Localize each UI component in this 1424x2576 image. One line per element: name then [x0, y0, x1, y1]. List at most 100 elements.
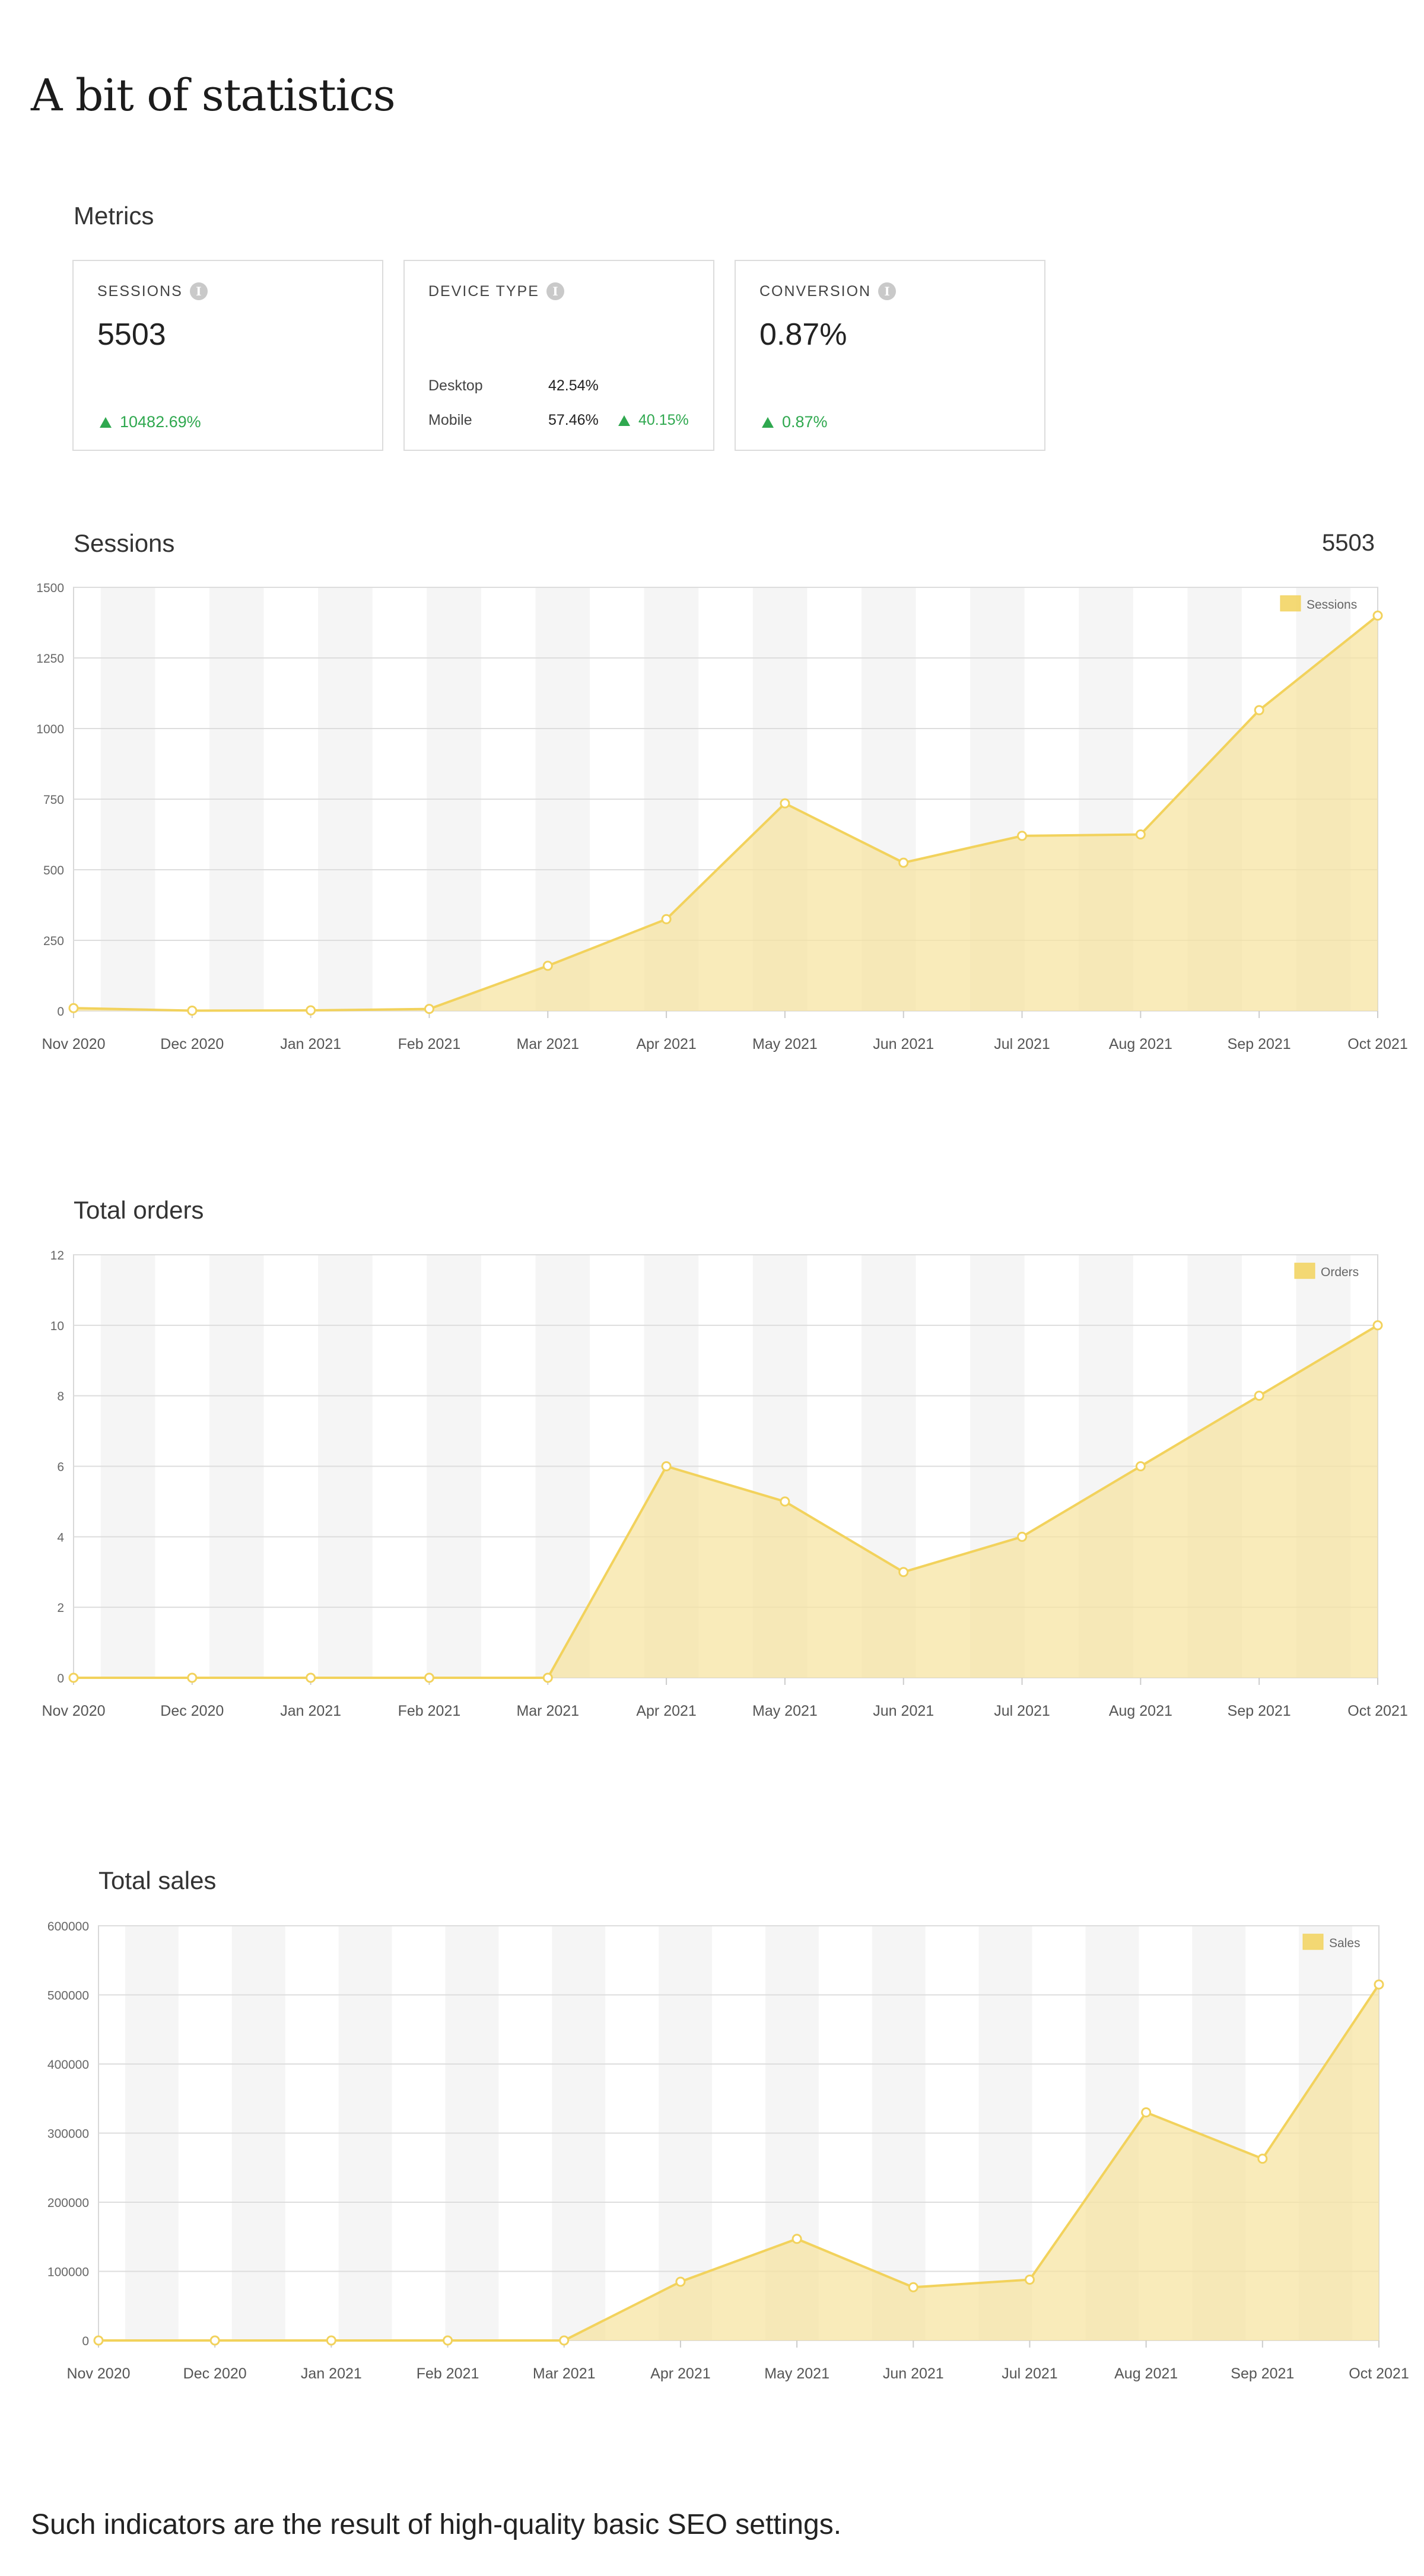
- sales-chart-title: Total sales: [98, 1866, 217, 1894]
- data-point: [542, 961, 553, 971]
- y-tick-label: 10: [50, 1319, 64, 1333]
- x-tick-label: Aug 2021: [1114, 2365, 1178, 2382]
- x-tick-label: Oct 2021: [1349, 2365, 1409, 2382]
- y-tick-label: 4: [57, 1531, 64, 1544]
- conversion-label: CONVERSION: [759, 282, 872, 300]
- data-point: [780, 1496, 790, 1507]
- y-tick-label: 400000: [47, 2058, 89, 2072]
- device-change-value: 40.15%: [638, 412, 689, 428]
- series-area: [74, 1325, 1378, 1678]
- footer-text: Such indicators are the result of high-q…: [31, 2509, 842, 2540]
- legend-swatch: [1302, 1933, 1324, 1950]
- x-tick-label: Apr 2021: [650, 2365, 710, 2382]
- x-tick-label: Mar 2021: [516, 1703, 579, 1719]
- device-type-card: DEVICE TYPE i Desktop 42.54% Mobile 57.4…: [403, 260, 714, 451]
- x-tick-label: Jan 2021: [280, 1036, 341, 1052]
- y-tick-label: 250: [43, 934, 64, 948]
- data-point: [326, 2335, 336, 2346]
- sessions-value: 5503: [97, 317, 166, 352]
- x-tick-label: Sep 2021: [1228, 1036, 1291, 1052]
- x-tick-label: Apr 2021: [636, 1036, 696, 1052]
- device-share: 57.46%: [548, 412, 599, 428]
- sessions-chart-summary: 5503: [1322, 530, 1375, 556]
- data-point: [187, 1006, 198, 1016]
- data-point: [792, 2234, 802, 2244]
- data-point: [1257, 2154, 1268, 2164]
- y-tick-label: 1250: [36, 652, 64, 666]
- data-point: [1254, 705, 1264, 715]
- data-point: [1135, 829, 1146, 839]
- y-tick-label: 0: [57, 1672, 64, 1685]
- y-tick-label: 500000: [47, 1989, 89, 2003]
- device-type-label: DEVICE TYPE: [428, 282, 539, 300]
- chart-2: 0 100000 200000 300000 400000 500000 600000 Nov…: [47, 1920, 1409, 2382]
- data-point: [187, 1672, 198, 1683]
- device-share: 42.54%: [548, 377, 599, 394]
- data-point: [443, 2335, 453, 2346]
- page-title: A bit of statistics: [31, 70, 396, 121]
- x-tick-label: Jan 2021: [301, 2365, 362, 2382]
- data-point: [1254, 1391, 1264, 1401]
- x-tick-label: Feb 2021: [417, 2365, 479, 2382]
- series-area: [98, 1985, 1379, 2340]
- data-point: [1017, 1531, 1028, 1542]
- data-point: [898, 1567, 909, 1578]
- y-tick-label: 0: [82, 2335, 89, 2348]
- chart-0: 0 250 500 750 1000 1250 1500 Nov 2020 Dec 2020 Ja…: [36, 581, 1407, 1052]
- series-line: [98, 1983, 1380, 2342]
- x-tick-label: Dec 2020: [160, 1036, 224, 1052]
- sessions-label-row: SESSIONS i: [97, 282, 208, 300]
- y-tick-label: 0: [57, 1005, 64, 1019]
- y-tick-label: 2: [57, 1601, 64, 1615]
- conversion-value: 0.87%: [759, 317, 847, 352]
- x-tick-label: Feb 2021: [398, 1036, 461, 1052]
- legend-label: Sessions: [1307, 598, 1357, 612]
- info-icon[interactable]: i: [189, 282, 208, 300]
- info-icon[interactable]: i: [878, 282, 897, 300]
- series-line: [73, 615, 1379, 1012]
- x-tick-label: Oct 2021: [1347, 1703, 1407, 1719]
- y-tick-label: 12: [50, 1249, 64, 1262]
- data-point: [661, 914, 672, 924]
- y-tick-label: 1000: [36, 723, 64, 736]
- data-point: [424, 1004, 434, 1015]
- y-tick-label: 6: [57, 1461, 64, 1474]
- chart-1: 0 2 4 6 8 10 12 Nov 2020 Dec 2020 Jan 2021 Feb 202…: [42, 1249, 1407, 1719]
- trend-up-icon: [100, 416, 112, 428]
- legend-label: Orders: [1321, 1265, 1359, 1279]
- data-point: [1024, 2274, 1035, 2285]
- data-point: [93, 2335, 104, 2346]
- sessions-card: SESSIONS i 5503 10482.69%: [72, 260, 383, 451]
- orders-chart-title: Total orders: [74, 1196, 204, 1224]
- x-tick-label: Feb 2021: [398, 1703, 461, 1719]
- legend-swatch: [1280, 595, 1301, 612]
- data-point: [559, 2335, 570, 2346]
- x-tick-label: Jun 2021: [873, 1703, 934, 1719]
- x-tick-label: Sep 2021: [1231, 2365, 1294, 2382]
- device-type-label-row: DEVICE TYPE i: [428, 282, 564, 300]
- x-tick-label: Apr 2021: [636, 1703, 696, 1719]
- conversion-card: CONVERSION i 0.87% 0.87%: [735, 260, 1045, 451]
- data-point: [661, 1461, 672, 1471]
- y-tick-label: 500: [43, 864, 64, 877]
- info-icon[interactable]: i: [546, 282, 564, 300]
- y-tick-label: 300000: [47, 2127, 89, 2141]
- x-tick-label: Dec 2020: [160, 1703, 224, 1719]
- x-tick-label: May 2021: [752, 1703, 818, 1719]
- metrics-title: Metrics: [74, 202, 154, 230]
- trend-up-icon: [762, 416, 774, 428]
- series-line: [74, 1324, 1379, 1679]
- x-tick-label: Mar 2021: [516, 1036, 579, 1052]
- data-point: [908, 2282, 918, 2292]
- data-point: [1017, 831, 1028, 841]
- data-point: [1372, 1320, 1383, 1331]
- x-tick-label: May 2021: [752, 1036, 818, 1052]
- x-tick-label: Jul 2021: [994, 1703, 1050, 1719]
- sessions-label: SESSIONS: [97, 282, 183, 300]
- data-point: [68, 1672, 79, 1683]
- data-point: [424, 1672, 434, 1683]
- x-tick-label: Jun 2021: [883, 2365, 944, 2382]
- x-tick-label: Dec 2020: [183, 2365, 247, 2382]
- x-tick-label: Sep 2021: [1228, 1703, 1291, 1719]
